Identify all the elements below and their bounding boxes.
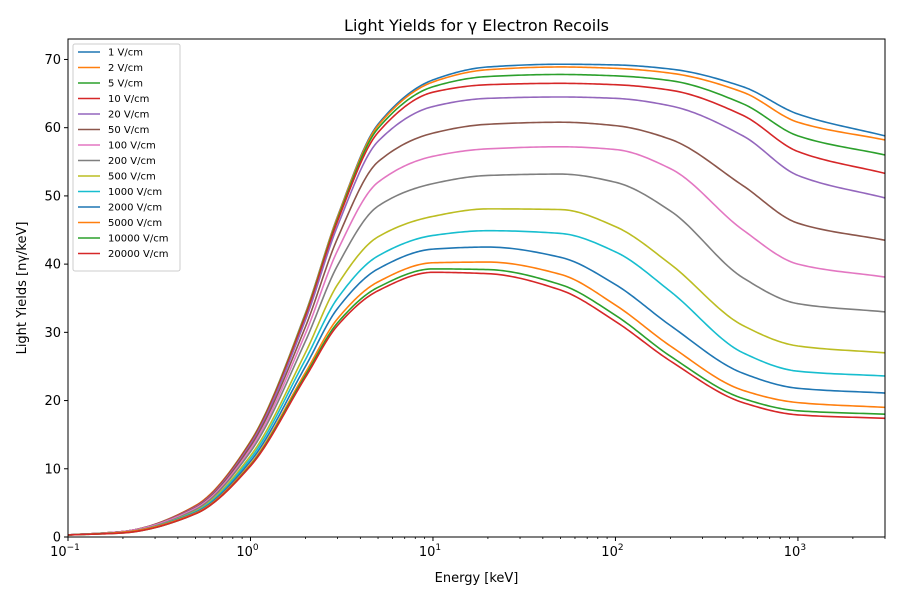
chart-title: Light Yields for γ Electron Recoils <box>344 16 609 35</box>
x-tick-label: 102 <box>601 543 623 560</box>
y-tick-label: 30 <box>44 326 61 341</box>
plot-frame <box>67 38 886 538</box>
y-axis-label: Light Yields [nγ/keV] <box>15 222 30 355</box>
y-axis: 0 10 20 30 40 50 60 70 <box>44 53 68 546</box>
x-tick-label: 10−1 <box>50 543 80 560</box>
legend-label: 5000 V/cm <box>108 218 162 229</box>
series-line-10 <box>67 229 886 536</box>
legend-label: 200 V/cm <box>108 156 156 167</box>
legend: 1 V/cm 2 V/cm 5 V/cm 10 V/cm 20 V/cm 50 V/cm 1… <box>72 43 181 272</box>
plot-background <box>68 39 885 537</box>
legend-label: 500 V/cm <box>108 172 156 183</box>
series-lines <box>67 63 886 536</box>
y-tick-label: 0 <box>53 531 61 546</box>
series-line-9 <box>67 208 886 536</box>
series-line-11 <box>67 246 886 536</box>
series-line-6 <box>67 121 886 536</box>
legend-label: 10000 V/cm <box>108 234 168 245</box>
legend-label: 2000 V/cm <box>108 203 162 214</box>
legend-label: 1000 V/cm <box>108 187 162 198</box>
plot-area <box>67 38 886 538</box>
legend-label: 5 V/cm <box>108 79 143 90</box>
y-tick-label: 70 <box>44 53 61 68</box>
y-tick-label: 40 <box>44 258 61 273</box>
legend-label: 1 V/cm <box>108 48 143 59</box>
series-line-8 <box>67 173 886 536</box>
legend-label: 20000 V/cm <box>108 249 168 260</box>
legend-label: 10 V/cm <box>108 94 149 105</box>
y-tick-label: 50 <box>44 189 61 204</box>
x-axis-label: Energy [keV] <box>435 571 519 586</box>
x-tick-label: 100 <box>236 543 259 560</box>
legend-label: 100 V/cm <box>108 141 156 152</box>
y-tick-label: 20 <box>44 394 61 409</box>
legend-box <box>72 43 181 272</box>
series-line-7 <box>67 145 886 536</box>
x-tick-label: 101 <box>419 543 441 560</box>
y-tick-label: 10 <box>44 462 61 477</box>
legend-label: 20 V/cm <box>108 110 149 121</box>
x-tick-label: 103 <box>784 543 806 560</box>
series-line-14 <box>67 271 886 536</box>
x-axis: 10−1 100 101 102 103 <box>50 537 886 560</box>
y-tick-label: 60 <box>44 121 61 136</box>
legend-label: 2 V/cm <box>108 63 143 74</box>
legend-label: 50 V/cm <box>108 125 149 136</box>
